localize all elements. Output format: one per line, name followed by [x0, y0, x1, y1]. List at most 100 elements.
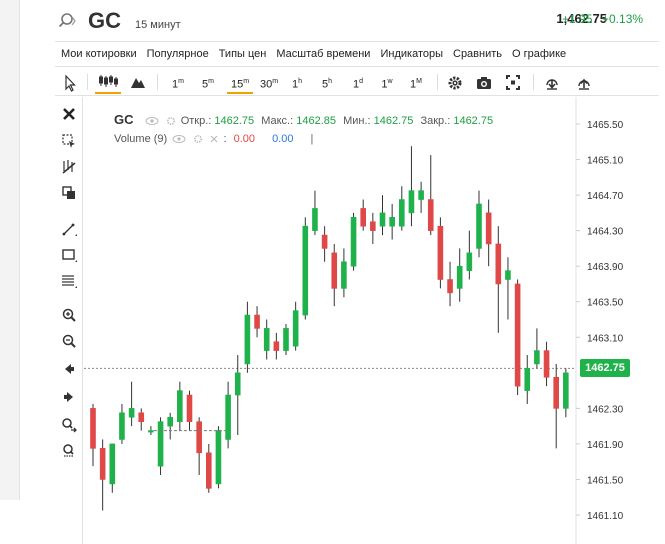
candle	[244, 301, 251, 373]
candle	[485, 199, 492, 267]
cursor-icon[interactable]	[63, 72, 77, 94]
candle	[456, 248, 463, 302]
price-change: +1.95	[562, 12, 593, 26]
candle	[128, 381, 135, 427]
candle	[447, 261, 453, 307]
candle-body	[225, 394, 231, 440]
candle	[370, 212, 376, 244]
price-tick-label: 1463.50	[587, 298, 624, 309]
interval-30m[interactable]: 30m	[259, 78, 279, 91]
candle	[283, 323, 289, 356]
candle-body	[514, 283, 521, 387]
candle	[138, 408, 145, 431]
candle-body	[418, 190, 424, 200]
interval-1w[interactable]: 1w	[381, 78, 393, 91]
scroll-left-icon[interactable]	[61, 361, 77, 377]
candle-body	[341, 261, 347, 289]
candle-body	[196, 421, 202, 454]
volume-value-down: 0.00	[233, 133, 255, 145]
interval-5m[interactable]: 5m	[202, 78, 214, 91]
candle-body	[350, 217, 357, 267]
toolbar-divider	[437, 74, 438, 90]
candle-body	[456, 265, 463, 289]
close-icon[interactable]	[61, 106, 77, 122]
settings-gear-icon[interactable]	[166, 116, 176, 126]
interval-5h[interactable]: 5h	[321, 78, 333, 91]
candle-body	[90, 408, 96, 449]
legend-low-label: Мин.:	[343, 115, 371, 127]
eye-icon[interactable]	[145, 116, 159, 126]
area-chart-icon[interactable]	[129, 72, 147, 94]
legend-close-value: 1462.75	[453, 115, 494, 127]
candle	[177, 381, 183, 431]
trend-line-icon[interactable]	[61, 221, 77, 237]
toolbar-divider	[533, 74, 534, 90]
candle	[119, 403, 125, 444]
volume-colon: :	[223, 133, 227, 145]
candle	[157, 417, 164, 476]
scroll-right-icon[interactable]	[61, 389, 77, 405]
volume-label: Volume (9)	[114, 133, 168, 145]
candle-body	[263, 328, 270, 351]
candle-body	[186, 394, 193, 422]
rectangle-tool-icon[interactable]	[61, 247, 77, 263]
menu-about-chart[interactable]: О графике	[512, 48, 567, 60]
timeframe-label: 15 минут	[135, 19, 181, 31]
camera-icon[interactable]	[475, 72, 493, 94]
candle	[90, 403, 96, 467]
interval-15m[interactable]: 15m	[227, 72, 253, 94]
candle-body	[495, 243, 502, 285]
candle	[312, 190, 318, 236]
indicator-tool-icon[interactable]	[61, 159, 77, 175]
candle	[273, 332, 280, 360]
candle-body	[563, 372, 569, 409]
fibonacci-tool-icon[interactable]	[61, 273, 77, 289]
chart-area[interactable]: 1465.50 1465.10 1464.70 1464.30 1463.90 1463.…	[84, 97, 665, 544]
menu-time-scale[interactable]: Масштаб времени	[276, 48, 371, 60]
menu-indicators[interactable]: Индикаторы	[380, 48, 443, 60]
menu-compare[interactable]: Сравнить	[453, 48, 503, 60]
candle-body	[524, 368, 531, 391]
candle-body	[215, 430, 222, 485]
interval-1m[interactable]: 1m	[172, 78, 184, 91]
zoom-out-icon[interactable]	[61, 333, 77, 349]
symbol-title[interactable]: GC	[88, 8, 121, 33]
candle-body	[292, 310, 299, 347]
candle	[543, 341, 550, 387]
candlestick-chart[interactable]: 1465.50 1465.10 1464.70 1464.30 1463.90 1463.…	[84, 97, 665, 544]
candle	[534, 328, 540, 369]
settings-gear-icon[interactable]	[193, 134, 203, 144]
candle-body	[119, 412, 125, 440]
candle	[408, 146, 415, 227]
candle	[398, 186, 405, 231]
candle	[476, 190, 482, 258]
candle-body	[398, 199, 405, 227]
candle-body	[485, 212, 492, 245]
price-tick-label: 1462.30	[587, 404, 624, 415]
price-tick-label: 1461.50	[587, 475, 624, 486]
download-icon[interactable]	[543, 72, 561, 94]
zoom-in-icon[interactable]	[61, 307, 77, 323]
eye-icon[interactable]	[172, 134, 186, 144]
remove-icon[interactable]	[210, 135, 218, 143]
interval-1h[interactable]: 1h	[291, 78, 303, 91]
menu-price-types[interactable]: Типы цен	[218, 48, 267, 60]
candle-body	[476, 203, 482, 249]
candle	[215, 426, 222, 489]
candle	[341, 248, 347, 298]
interval-1M[interactable]: 1M	[410, 78, 422, 91]
zoom-to-end-icon[interactable]	[61, 417, 77, 433]
fullscreen-icon[interactable]	[505, 72, 521, 94]
interval-1d[interactable]: 1d	[352, 78, 364, 91]
settings-gear-icon[interactable]	[447, 72, 463, 94]
select-area-icon[interactable]	[61, 133, 77, 149]
menu-popular[interactable]: Популярное	[146, 48, 209, 60]
candle	[148, 426, 154, 436]
upload-icon[interactable]	[575, 72, 593, 94]
zoom-reset-icon[interactable]	[61, 443, 77, 459]
menu-my-quotes[interactable]: Мои котировки	[61, 48, 137, 60]
search-icon[interactable]	[58, 12, 76, 30]
copy-icon[interactable]	[61, 185, 77, 201]
candles-chart-icon[interactable]	[95, 72, 121, 94]
candle-body	[302, 225, 309, 316]
